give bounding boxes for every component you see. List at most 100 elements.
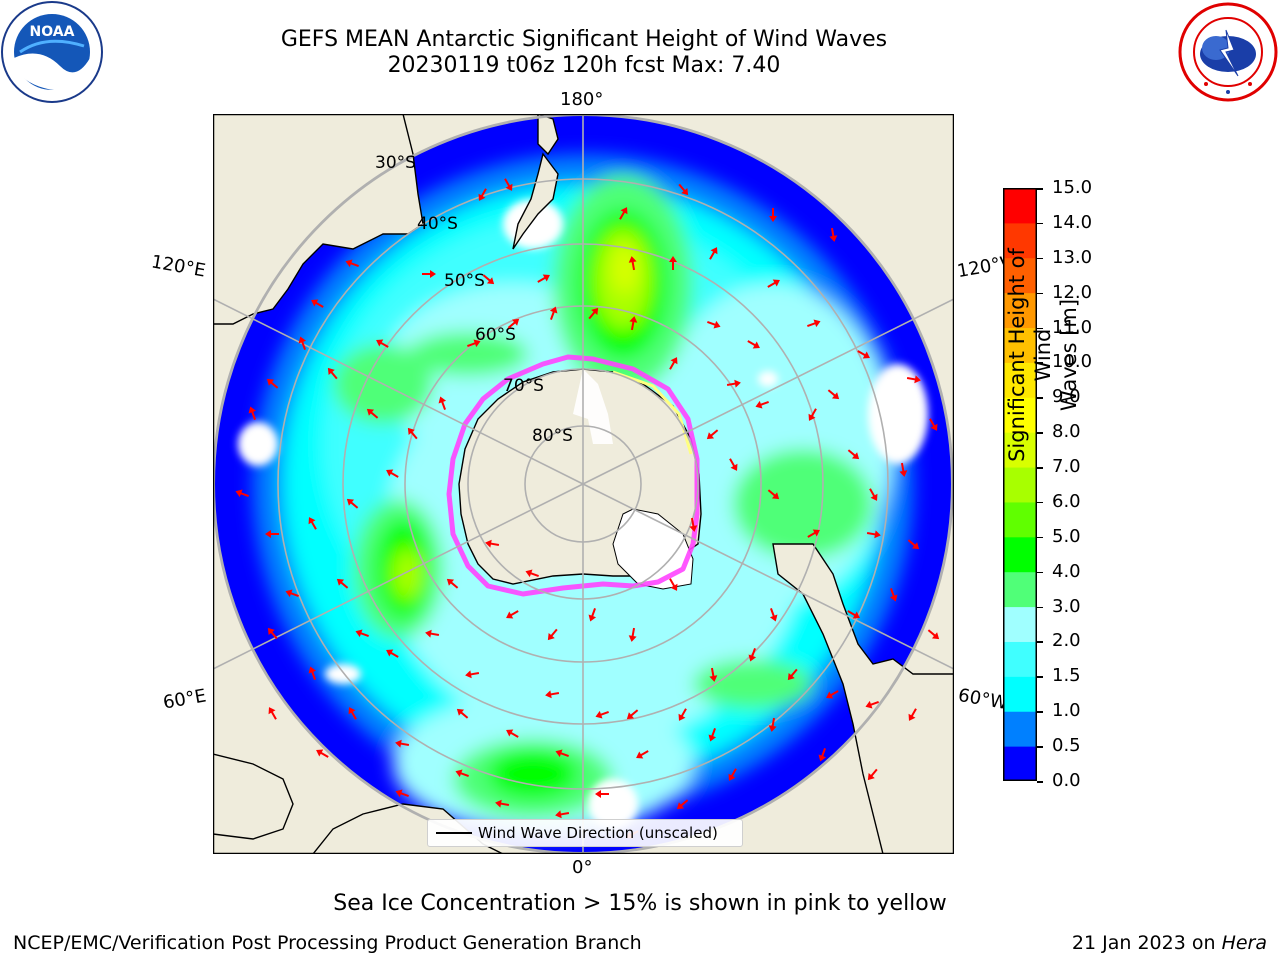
wave-direction-arrow (678, 183, 689, 196)
wave-direction-arrow (769, 608, 778, 622)
wave-direction-arrow (422, 270, 436, 278)
wave-direction-arrow (628, 256, 637, 271)
wave-direction-arrow (889, 588, 898, 602)
wave-direction-arrow (707, 320, 721, 329)
wave-direction-arrow (595, 790, 609, 798)
wave-direction-arrow (808, 408, 817, 421)
wave-direction-arrow (386, 649, 399, 658)
wave-direction-arrow (767, 279, 780, 288)
wave-direction-arrow (376, 339, 389, 348)
wave-direction-arrow (709, 667, 718, 682)
wave-direction-arrow (456, 708, 469, 719)
wave-direction-arrow (807, 529, 820, 538)
wave-direction-arrow (867, 768, 878, 781)
wave-direction-arrow (407, 427, 418, 440)
wave-direction-arrow (669, 578, 678, 591)
wave-direction-arrow (525, 569, 539, 578)
wave-direction-arrow (248, 406, 257, 420)
map-border (213, 114, 954, 854)
wave-direction-arrow (495, 799, 510, 808)
colorbar-tick-mark (1037, 222, 1043, 225)
wave-direction-arrow (807, 319, 821, 328)
map-legend: Wind Wave Direction (unscaled) (427, 819, 743, 847)
wave-direction-arrow (316, 749, 329, 758)
colorbar-tick-label: 2.0 (1052, 630, 1081, 652)
lon-label-120e: 120°E (149, 251, 208, 282)
colorbar-tick-mark (1037, 327, 1043, 330)
colorbar-tick-label: 7.0 (1052, 456, 1081, 478)
colorbar-tick-label: 8.0 (1052, 421, 1081, 443)
wave-direction-arrow (395, 789, 409, 798)
wave-direction-arrow (588, 608, 597, 622)
colorbar-tick-label: 12.0 (1052, 281, 1093, 303)
wave-direction-arrow (348, 707, 357, 720)
colorbar-tick-label: 1.5 (1052, 665, 1081, 687)
colorbar-tick-mark (1037, 467, 1043, 469)
wave-direction-arrow (467, 339, 481, 348)
wave-direction-arrow (865, 700, 879, 709)
colorbar-swatch (1003, 292, 1037, 329)
wave-direction-arrow (866, 530, 881, 539)
colorbar-tick-label: 6.0 (1052, 490, 1081, 512)
colorbar-tick-label: 0.5 (1052, 735, 1081, 757)
wave-direction-arrow (906, 375, 921, 384)
wave-direction-arrow (537, 274, 550, 283)
colorbar-tick-mark (1037, 188, 1043, 190)
colorbar-tick-label: 3.0 (1052, 595, 1081, 617)
colorbar-tick-mark (1037, 676, 1043, 678)
footer-credit: NCEP/EMC/Verification Post Processing Pr… (13, 932, 642, 954)
wave-direction-arrow (755, 400, 769, 409)
wave-direction-arrow (787, 668, 798, 681)
lon-label-60w: 60°W (956, 684, 1010, 715)
colorbar-tick-label: 10.0 (1052, 351, 1093, 373)
lat-label-30s: 30°S (375, 153, 416, 173)
lon-label-180: 180° (560, 89, 604, 110)
wave-direction-arrow (827, 389, 840, 400)
wave-direction-arrow (504, 178, 513, 191)
sea-ice-note: Sea Ice Concentration > 15% is shown in … (333, 891, 947, 916)
colorbar-swatch (1003, 188, 1037, 224)
wave-direction-arrow (619, 207, 628, 220)
colorbar-tick-label: 11.0 (1052, 316, 1093, 338)
colorbar-tick-mark (1037, 746, 1043, 748)
wave-direction-arrow (425, 629, 440, 638)
colorbar-tick-mark (1037, 501, 1043, 504)
wave-direction-arrow (927, 629, 940, 640)
colorbar-swatch (1003, 711, 1037, 747)
colorbar-swatch (1003, 606, 1037, 642)
wave-direction-arrow (545, 690, 560, 699)
wave-direction-arrow (298, 336, 307, 350)
colorbar-tick-label: 1.0 (1052, 700, 1081, 722)
lat-label-70s: 70°S (503, 376, 544, 396)
wave-direction-arrow (907, 539, 920, 550)
wave-direction-arrow (769, 208, 777, 222)
wave-direction-arrow (588, 307, 599, 320)
map-canvas: 30°S 40°S 50°S 60°S 70°S 80°S (213, 114, 954, 854)
lat-label-40s: 40°S (417, 214, 458, 234)
legend-label: Wind Wave Direction (unscaled) (478, 824, 718, 842)
wave-direction-arrow (311, 299, 324, 308)
wave-direction-arrow (748, 648, 757, 662)
wave-direction-arrow (829, 227, 838, 242)
wave-direction-arrow (676, 799, 689, 810)
lat-label-50s: 50°S (444, 271, 485, 291)
lat-label-80s: 80°S (532, 426, 573, 446)
colorbar-tick-mark (1037, 257, 1043, 260)
colorbar-label-line2: Waves [m] (1057, 298, 1081, 412)
footer-date: 21 Jan 2023 on Hera (1072, 932, 1267, 954)
wave-direction-arrow (595, 710, 609, 719)
colorbar-tick-mark (1037, 641, 1043, 643)
colorbar-tick-label: 13.0 (1052, 246, 1093, 268)
colorbar-tick-label: 4.0 (1052, 560, 1081, 582)
wave-direction-arrow (747, 340, 760, 349)
wave-direction-arrow (869, 488, 878, 501)
wave-direction-arrow (547, 628, 558, 641)
colorbar-tick-mark (1037, 711, 1043, 713)
wave-direction-arrow (438, 396, 447, 410)
colorbar-swatch (1003, 432, 1037, 468)
colorbar-tick-label: 15.0 (1052, 177, 1093, 198)
wave-direction-arrow (355, 629, 369, 638)
colorbar-tick-mark (1037, 536, 1043, 539)
wave-direction-arrow (507, 318, 520, 329)
colorbar-swatch (1003, 222, 1037, 259)
